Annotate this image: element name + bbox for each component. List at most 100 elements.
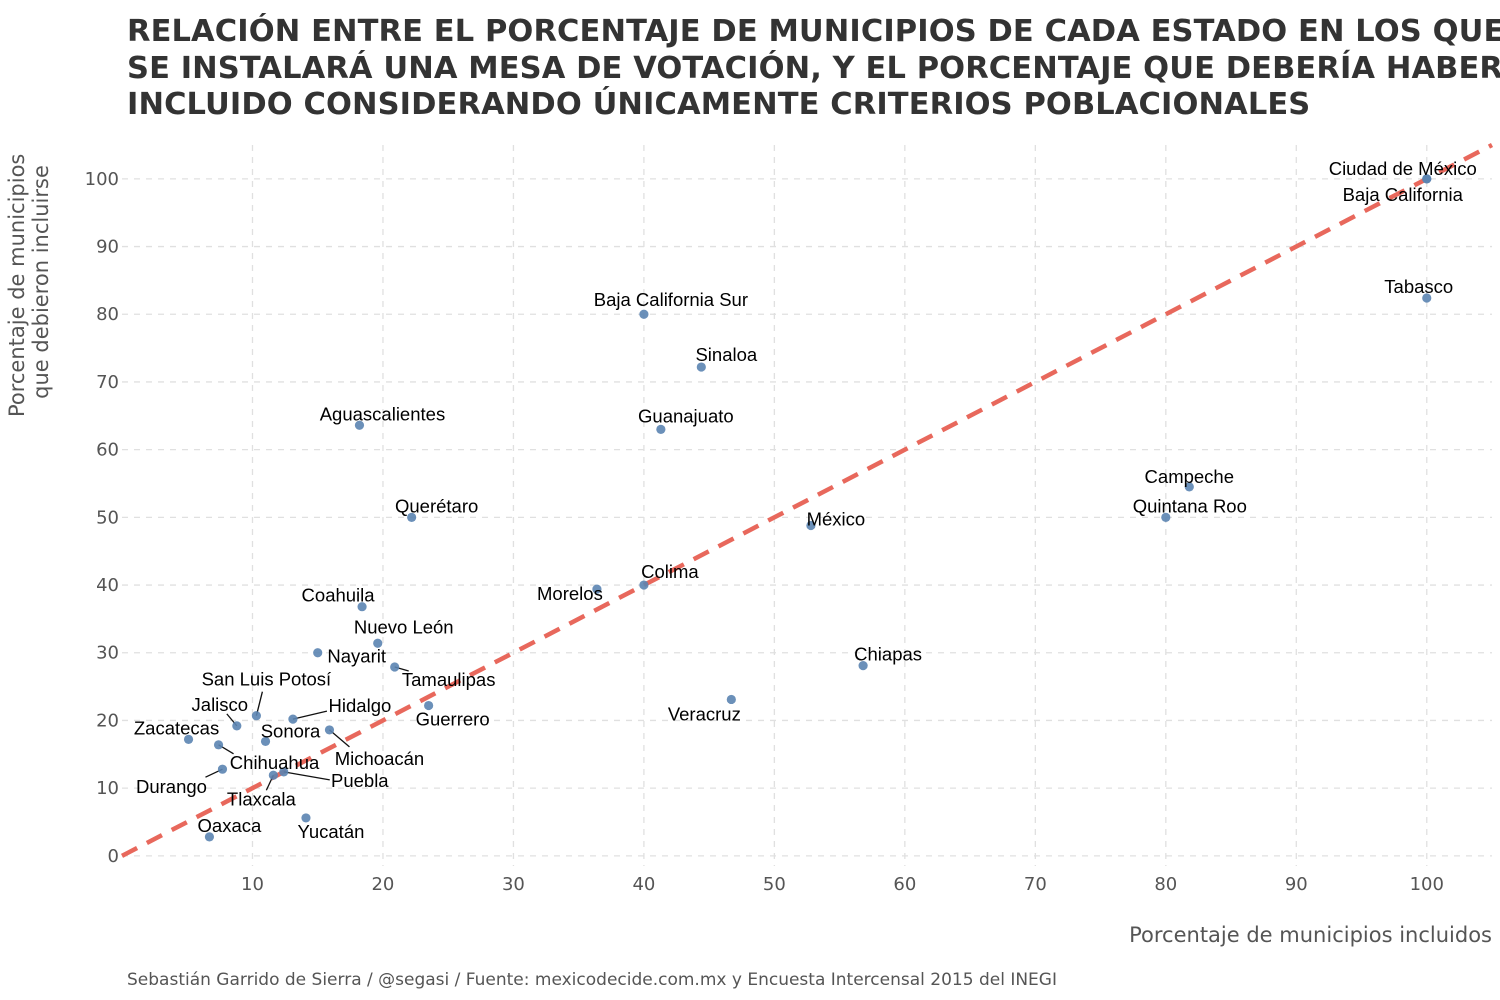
point-label: Coahuila [302,585,376,606]
data-point [407,512,417,522]
point-label: México [807,508,866,529]
point-label: Yucatán [298,821,365,842]
point-label: Quintana Roo [1133,495,1247,516]
y-tick-label: 40 [96,575,119,596]
title-line-2: SE INSTALARÁ UNA MESA DE VOTACIÓN, Y EL … [127,50,1500,86]
y-tick-label: 30 [96,643,119,664]
leader-line [292,710,328,720]
x-tick-label: 30 [502,874,525,895]
point-label: Jalisco [192,694,249,715]
point-label: San Luis Potosí [202,669,332,690]
data-point [696,362,706,372]
y-tick-label: 90 [96,237,119,258]
point-label: Chiapas [854,644,922,665]
point-label: Oaxaca [198,815,262,836]
x-tick-label: 100 [1410,874,1444,895]
data-points [183,174,1432,842]
x-axis-label: Porcentaje de municipios incluidos [1129,923,1492,947]
title-line-1: RELACIÓN ENTRE EL PORCENTAJE DE MUNICIPI… [127,14,1500,49]
y-axis-label-line-1: Porcentaje de municipios [5,154,29,417]
point-label: Puebla [331,770,389,791]
point-label: Tlaxcala [227,788,297,809]
point-label: Veracruz [668,703,741,724]
data-point [1184,482,1194,492]
y-tick-label: 20 [96,710,119,731]
data-point [357,602,367,612]
leader-line [283,771,330,781]
point-label: Sinaloa [695,344,757,365]
data-point [390,662,400,672]
title-line-3: INCLUIDO CONSIDERANDO ÚNICAMENTE CRITERI… [127,87,1311,122]
data-point [313,648,323,658]
point-label: Aguascalientes [320,403,445,424]
point-label: Colima [641,561,699,582]
point-label: Hidalgo [329,695,392,716]
x-tick-label: 80 [1154,874,1177,895]
data-point [260,736,271,747]
data-point [639,580,649,590]
grid-lines [122,145,1492,866]
data-point [213,740,224,750]
source-caption: Sebastián Garrido de Sierra / @segasi / … [127,970,1057,990]
chart-title: RELACIÓN ENTRE EL PORCENTAJE DE MUNICIPI… [127,14,1500,124]
x-tick-label: 10 [241,874,264,895]
x-tick-label: 20 [371,874,394,895]
y-tick-label: 100 [85,169,119,190]
point-label: Tamaulipas [402,669,496,690]
point-label: Chihuahua [230,752,320,773]
point-label: Querétaro [395,495,478,516]
point-label: Ciudad de México [1329,158,1477,179]
data-point [373,638,383,648]
point-label: Tabasco [1384,276,1453,297]
data-point [232,721,242,731]
y-tick-label: 70 [96,372,119,393]
tick-labels: 10 20 30 40 50 60 70 80 90 100 0 10 20 30 40 50 60 70 80 90… [85,169,1444,895]
identity-reference-line [120,143,1494,858]
point-label: Nayarit [327,646,386,667]
point-label: Guanajuato [638,405,734,426]
y-axis-label: Porcentaje de municipios que debieron in… [5,147,53,417]
data-point [183,734,194,745]
point-label: Morelos [537,583,603,604]
point-label: Baja California Sur [594,289,748,310]
point-label: Campeche [1145,466,1234,487]
x-tick-label: 70 [1024,874,1047,895]
data-point [656,424,666,434]
y-tick-label: 80 [96,304,119,325]
data-point [726,694,736,705]
data-point [806,520,816,531]
point-label: Durango [136,776,207,797]
data-point [424,700,434,711]
data-point [354,420,365,430]
data-point [1422,174,1432,184]
data-point [324,725,335,735]
point-labels: Ciudad de México Baja California Tabasco Ba… [134,158,1477,842]
x-tick-label: 40 [632,874,655,895]
data-point [1422,293,1432,303]
data-point [251,711,261,721]
data-point [858,661,868,671]
data-point [279,767,289,777]
data-point [639,309,649,319]
y-tick-label: 60 [96,440,119,461]
point-label: Nuevo León [354,616,454,637]
x-tick-label: 50 [763,874,786,895]
y-tick-label: 10 [96,778,119,799]
point-label: Baja California [1343,184,1464,205]
y-axis-label-line-2: que debieron incluirse [29,165,53,399]
point-label: Michoacán [335,748,424,769]
data-point [204,832,215,842]
data-point [1161,512,1171,522]
point-label: Sonora [261,720,321,741]
data-point [217,764,228,774]
point-label: Zacatecas [134,717,219,738]
data-point [592,584,602,594]
data-point [268,770,278,780]
data-point [288,714,298,724]
point-label: Guerrero [416,709,490,730]
y-tick-label: 0 [108,846,119,867]
x-tick-label: 60 [893,874,916,895]
x-tick-label: 90 [1285,874,1308,895]
y-tick-label: 50 [96,507,119,528]
